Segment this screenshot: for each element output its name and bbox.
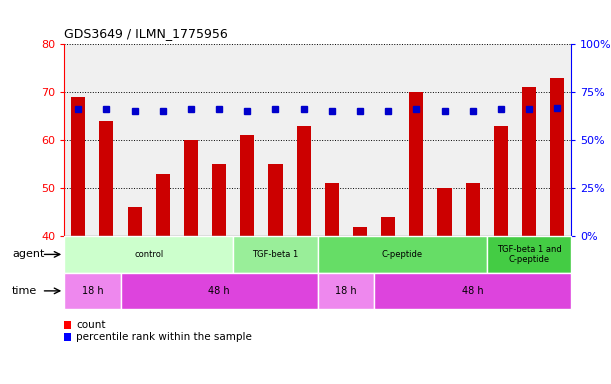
Text: GDS3649 / ILMN_1775956: GDS3649 / ILMN_1775956 <box>64 27 228 40</box>
Bar <box>64 273 120 309</box>
Bar <box>268 164 282 384</box>
Bar <box>240 135 254 384</box>
Bar <box>466 184 480 384</box>
Bar <box>64 236 233 273</box>
Text: time: time <box>12 286 37 296</box>
Bar <box>318 236 487 273</box>
Text: C-peptide: C-peptide <box>382 250 423 259</box>
Bar <box>381 217 395 384</box>
Bar <box>550 78 564 384</box>
Text: TGF-beta 1 and
C-peptide: TGF-beta 1 and C-peptide <box>497 245 562 264</box>
Text: control: control <box>134 250 163 259</box>
Bar <box>437 188 452 384</box>
Text: 18 h: 18 h <box>335 286 357 296</box>
Bar <box>296 126 310 384</box>
Bar <box>494 126 508 384</box>
Bar <box>318 273 374 309</box>
Text: 48 h: 48 h <box>208 286 230 296</box>
Bar <box>487 236 571 273</box>
Bar <box>71 97 86 384</box>
Bar <box>325 184 339 384</box>
Bar <box>353 227 367 384</box>
Bar <box>156 174 170 384</box>
Bar <box>522 87 536 384</box>
Text: percentile rank within the sample: percentile rank within the sample <box>76 332 252 342</box>
Bar <box>120 273 318 309</box>
Bar <box>233 236 318 273</box>
Text: agent: agent <box>12 249 45 260</box>
Bar <box>409 92 423 384</box>
Bar <box>184 140 198 384</box>
Bar <box>128 207 142 384</box>
Text: count: count <box>76 320 106 330</box>
Text: TGF-beta 1: TGF-beta 1 <box>252 250 299 259</box>
Bar <box>374 273 571 309</box>
Text: 48 h: 48 h <box>462 286 483 296</box>
Text: 18 h: 18 h <box>81 286 103 296</box>
Bar <box>212 164 226 384</box>
Bar <box>100 121 114 384</box>
